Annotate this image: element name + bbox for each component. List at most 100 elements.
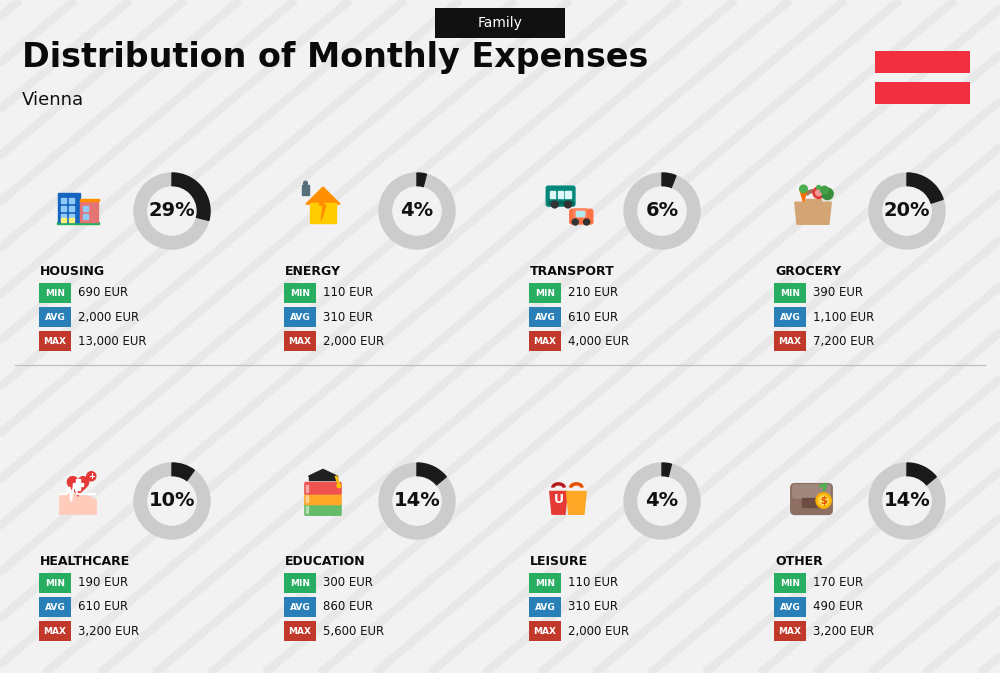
Text: TRANSPORT: TRANSPORT (530, 265, 615, 278)
FancyBboxPatch shape (39, 597, 71, 617)
Text: 14%: 14% (884, 491, 930, 511)
Polygon shape (566, 491, 586, 514)
Circle shape (393, 477, 441, 525)
Text: 610 EUR: 610 EUR (78, 600, 128, 614)
Text: U: U (554, 493, 564, 506)
Circle shape (304, 181, 307, 185)
Text: 4%: 4% (400, 201, 434, 221)
FancyBboxPatch shape (774, 331, 806, 351)
FancyBboxPatch shape (284, 307, 316, 327)
Text: MIN: MIN (780, 289, 800, 297)
Text: MAX: MAX (44, 336, 66, 345)
Bar (548, 201, 573, 204)
Text: 5,600 EUR: 5,600 EUR (323, 625, 384, 637)
Text: AVG: AVG (535, 602, 555, 612)
Wedge shape (662, 463, 671, 501)
Text: Distribution of Monthly Expenses: Distribution of Monthly Expenses (22, 42, 648, 75)
Text: MIN: MIN (780, 579, 800, 588)
Text: 110 EUR: 110 EUR (568, 577, 618, 590)
Text: HEALTHCARE: HEALTHCARE (40, 555, 130, 568)
FancyBboxPatch shape (305, 503, 341, 516)
FancyBboxPatch shape (774, 283, 806, 303)
Text: 310 EUR: 310 EUR (323, 310, 373, 324)
Wedge shape (662, 173, 676, 211)
Polygon shape (60, 492, 96, 514)
Text: 690 EUR: 690 EUR (78, 287, 128, 299)
Text: AVG: AVG (45, 602, 65, 612)
Wedge shape (417, 173, 426, 211)
Bar (565, 191, 571, 198)
Circle shape (869, 173, 945, 249)
Bar (83, 215, 88, 219)
Bar (306, 485, 308, 492)
FancyBboxPatch shape (305, 493, 341, 505)
FancyBboxPatch shape (774, 597, 806, 617)
Bar (61, 206, 66, 211)
Text: 3,200 EUR: 3,200 EUR (813, 625, 874, 637)
Text: AVG: AVG (290, 602, 310, 612)
Circle shape (565, 201, 571, 208)
Circle shape (816, 190, 822, 196)
FancyBboxPatch shape (546, 186, 575, 206)
Text: $: $ (820, 495, 827, 505)
Circle shape (883, 477, 931, 525)
Text: 170 EUR: 170 EUR (813, 577, 863, 590)
Text: MAX: MAX (44, 627, 66, 635)
Wedge shape (417, 463, 446, 501)
Text: +: + (88, 472, 95, 481)
Text: 390 EUR: 390 EUR (813, 287, 863, 299)
FancyBboxPatch shape (574, 209, 586, 217)
Bar (576, 211, 584, 216)
Circle shape (393, 187, 441, 235)
Wedge shape (172, 463, 194, 501)
Text: MAX: MAX (778, 627, 802, 635)
Bar (76, 479, 80, 490)
Text: 4,000 EUR: 4,000 EUR (568, 334, 629, 347)
Bar (73, 483, 83, 486)
Text: 1,100 EUR: 1,100 EUR (813, 310, 874, 324)
Bar (306, 506, 308, 513)
Circle shape (393, 187, 441, 235)
Circle shape (819, 495, 829, 505)
FancyBboxPatch shape (39, 283, 71, 303)
Text: MIN: MIN (45, 289, 65, 297)
Text: 210 EUR: 210 EUR (568, 287, 618, 299)
Text: MIN: MIN (535, 579, 555, 588)
Text: MIN: MIN (45, 579, 65, 588)
Circle shape (816, 493, 831, 508)
Circle shape (134, 463, 210, 539)
Bar (306, 495, 308, 503)
Circle shape (821, 186, 828, 194)
Wedge shape (172, 173, 210, 221)
Text: 20%: 20% (884, 201, 930, 221)
Bar (57, 221, 99, 224)
Text: 110 EUR: 110 EUR (323, 287, 373, 299)
Text: 490 EUR: 490 EUR (813, 600, 863, 614)
Polygon shape (550, 491, 567, 514)
FancyBboxPatch shape (284, 283, 316, 303)
FancyBboxPatch shape (284, 597, 316, 617)
Polygon shape (309, 476, 337, 480)
FancyBboxPatch shape (875, 51, 970, 73)
FancyBboxPatch shape (791, 484, 832, 514)
FancyBboxPatch shape (793, 485, 830, 498)
Bar (69, 206, 74, 211)
Text: 2,000 EUR: 2,000 EUR (78, 310, 139, 324)
Text: MIN: MIN (290, 579, 310, 588)
Circle shape (572, 219, 578, 225)
Circle shape (638, 187, 686, 235)
Text: 2,000 EUR: 2,000 EUR (323, 334, 384, 347)
Bar (310, 203, 336, 223)
FancyBboxPatch shape (774, 307, 806, 327)
Polygon shape (795, 202, 831, 224)
Text: 14%: 14% (394, 491, 440, 511)
Polygon shape (67, 476, 89, 496)
Wedge shape (907, 463, 936, 501)
Text: MAX: MAX (534, 336, 556, 345)
FancyBboxPatch shape (39, 621, 71, 641)
Text: MAX: MAX (778, 336, 802, 345)
Circle shape (379, 173, 455, 249)
Bar (61, 218, 66, 221)
Text: EDUCATION: EDUCATION (285, 555, 366, 568)
Text: 13,000 EUR: 13,000 EUR (78, 334, 146, 347)
